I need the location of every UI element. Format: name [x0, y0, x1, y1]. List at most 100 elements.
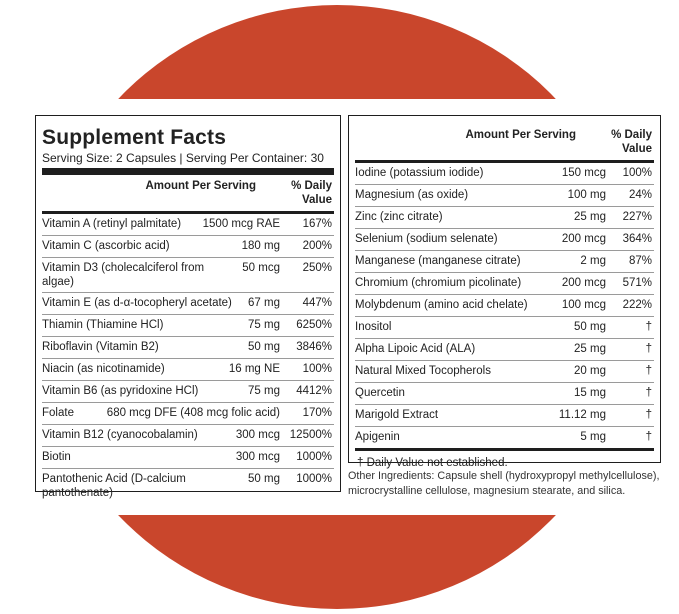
nutrient-daily-value: 12500% [289, 429, 332, 441]
nutrient-amount: 150 mcg [561, 167, 606, 179]
nutrient-daily-value: 4412% [296, 385, 332, 397]
nutrient-name: Folate [42, 407, 74, 419]
nutrient-daily-value: 3846% [296, 341, 332, 353]
nutrient-row: Magnesium (as oxide) 100 mg 24% [355, 184, 654, 206]
left-nutrient-list: Vitamin A (retinyl palmitate) 1500 mcg RA… [42, 214, 334, 503]
nutrient-name: Zinc (zinc citrate) [355, 211, 443, 223]
dv-header: % Daily Value [611, 129, 652, 155]
nutrient-daily-value: 100% [622, 167, 652, 179]
nutrient-row: Vitamin B6 (as pyridoxine HCl) 75 mg 4412% [42, 380, 334, 402]
nutrient-daily-value: 6250% [296, 319, 332, 331]
nutrient-name: Marigold Extract [355, 409, 439, 421]
nutrient-name: Apigenin [355, 431, 400, 443]
dv-header: % Daily Value [291, 180, 332, 206]
nutrient-name: Niacin (as nicotinamide) [42, 363, 165, 375]
nutrient-daily-value: † [645, 343, 652, 355]
nutrient-row: Marigold Extract 11.12 mg † [355, 404, 654, 426]
column-header: Amount Per Serving % Daily Value [42, 175, 334, 211]
right-nutrient-list: Iodine (potassium iodide) 150 mcg 100% Magn… [355, 163, 654, 448]
nutrient-amount: 300 mcg [235, 451, 280, 463]
nutrient-name: Molybdenum (amino acid chelate) [355, 299, 528, 311]
nutrient-row: Vitamin D3 (cholecalciferol from algae) 5… [42, 257, 334, 292]
nutrient-amount: 100 mg [567, 189, 606, 201]
nutrient-row: Vitamin E (as d-α-tocopheryl acetate) 67 … [42, 292, 334, 314]
amount-header: Amount Per Serving [145, 180, 256, 192]
supplement-facts-card: Supplement Facts Serving Size: 2 Capsule… [8, 99, 672, 515]
nutrient-daily-value: 1000% [296, 451, 332, 463]
nutrient-amount: 25 mg [574, 343, 606, 355]
nutrient-amount: 20 mg [574, 365, 606, 377]
nutrient-name: Vitamin E (as d-α-tocopheryl acetate) [42, 297, 232, 309]
facts-panel-left: Supplement Facts Serving Size: 2 Capsule… [35, 115, 341, 499]
serving-info: Serving Size: 2 Capsules | Serving Per C… [42, 151, 324, 165]
nutrient-daily-value: 447% [302, 297, 332, 309]
nutrient-row: Pantothenic Acid (D-calcium pantothenate… [42, 468, 334, 503]
nutrient-row: Riboflavin (Vitamin B2) 50 mg 3846% [42, 336, 334, 358]
nutrient-daily-value: 24% [628, 189, 652, 201]
nutrient-name: Inositol [355, 321, 392, 333]
column-header-right: Amount Per Serving % Daily Value [355, 124, 654, 160]
nutrient-daily-value: 167% [302, 218, 332, 230]
nutrient-amount: 67 mg [248, 297, 280, 309]
nutrient-row: Niacin (as nicotinamide) 16 mg NE 100% [42, 358, 334, 380]
nutrient-name: Magnesium (as oxide) [355, 189, 469, 201]
nutrient-daily-value: 227% [622, 211, 652, 223]
nutrient-row: Folate 680 mcg DFE (408 mcg folic acid) 17… [42, 402, 334, 424]
nutrient-row: Zinc (zinc citrate) 25 mg 227% [355, 206, 654, 228]
nutrient-daily-value: † [645, 409, 652, 421]
nutrient-daily-value: 250% [302, 262, 332, 274]
nutrient-daily-value: 87% [628, 255, 652, 267]
nutrient-row: Alpha Lipoic Acid (ALA) 25 mg † [355, 338, 654, 360]
nutrient-daily-value: † [645, 431, 652, 443]
nutrient-daily-value: 222% [622, 299, 652, 311]
nutrient-name: Vitamin B6 (as pyridoxine HCl) [42, 385, 199, 397]
nutrient-name: Vitamin C (ascorbic acid) [42, 240, 170, 252]
nutrient-name: Selenium (sodium selenate) [355, 233, 498, 245]
nutrient-name: Riboflavin (Vitamin B2) [42, 341, 159, 353]
nutrient-amount: 180 mg [241, 240, 280, 252]
nutrient-name: Alpha Lipoic Acid (ALA) [355, 343, 476, 355]
nutrient-daily-value: 1000% [296, 473, 332, 485]
nutrient-amount: 50 mg [248, 341, 280, 353]
nutrient-daily-value: 100% [302, 363, 332, 375]
nutrient-row: Molybdenum (amino acid chelate) 100 mcg 22… [355, 294, 654, 316]
nutrient-row: Selenium (sodium selenate) 200 mcg 364% [355, 228, 654, 250]
nutrient-amount: 680 mcg DFE (408 mcg folic acid) [106, 407, 280, 419]
nutrient-name: Natural Mixed Tocopherols [355, 365, 491, 377]
nutrient-row: Natural Mixed Tocopherols 20 mg † [355, 360, 654, 382]
nutrient-daily-value: † [645, 387, 652, 399]
nutrient-row: Inositol 50 mg † [355, 316, 654, 338]
nutrient-amount: 50 mcg [242, 262, 280, 274]
nutrient-amount: 11.12 mg [558, 409, 606, 421]
nutrient-daily-value: † [645, 365, 652, 377]
nutrient-row: Biotin 300 mcg 1000% [42, 446, 334, 468]
nutrient-row: Chromium (chromium picolinate) 200 mcg 571… [355, 272, 654, 294]
nutrient-name: Biotin [42, 451, 71, 463]
nutrient-name: Chromium (chromium picolinate) [355, 277, 522, 289]
nutrient-row: Vitamin B12 (cyanocobalamin) 300 mcg 12500… [42, 424, 334, 446]
nutrient-row: Apigenin 5 mg † [355, 426, 654, 448]
nutrient-daily-value: 200% [302, 240, 332, 252]
nutrient-amount: 75 mg [248, 319, 280, 331]
nutrient-amount: 200 mcg [561, 277, 606, 289]
nutrient-name: Iodine (potassium iodide) [355, 167, 484, 179]
nutrient-daily-value: 364% [622, 233, 652, 245]
nutrient-name: Vitamin D3 (cholecalciferol from algae) [42, 262, 205, 288]
nutrient-amount: 16 mg NE [228, 363, 280, 375]
nutrient-daily-value: † [645, 321, 652, 333]
nutrient-amount: 5 mg [580, 431, 606, 443]
header-rule [355, 160, 654, 163]
nutrient-row: Quercetin 15 mg † [355, 382, 654, 404]
footnote: † Daily Value not established. [355, 448, 654, 470]
facts-title: Supplement Facts [42, 126, 227, 149]
nutrient-name: Thiamin (Thiamine HCl) [42, 319, 164, 331]
nutrient-amount: 2 mg [580, 255, 606, 267]
nutrient-name: Pantothenic Acid (D-calcium pantothenate… [42, 473, 186, 499]
nutrient-amount: 25 mg [574, 211, 606, 223]
other-ingredients: Other Ingredients: Capsule shell (hydrox… [348, 470, 660, 497]
nutrient-daily-value: 571% [622, 277, 652, 289]
nutrient-name: Manganese (manganese citrate) [355, 255, 521, 267]
facts-panel-right: Amount Per Serving % Daily Value Iodine … [348, 115, 661, 469]
nutrient-amount: 100 mcg [561, 299, 606, 311]
nutrient-name: Vitamin B12 (cyanocobalamin) [42, 429, 198, 441]
